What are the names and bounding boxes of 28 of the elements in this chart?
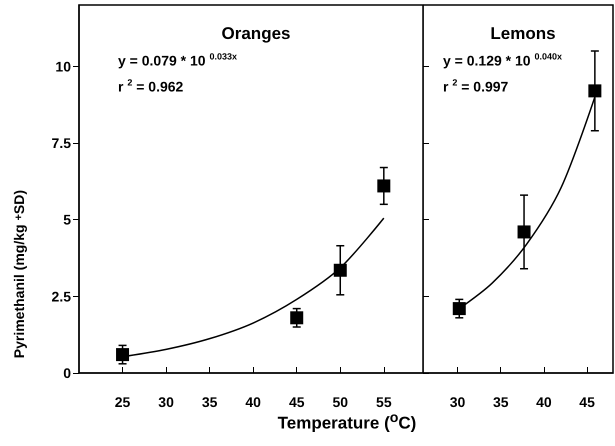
x-tick-label: 30 <box>450 394 466 410</box>
x-axis-title: Temperature ($^{o}$C) <box>276 410 418 434</box>
y-axis-title: Pyrimethanil (mg/kg +SD) <box>11 190 27 358</box>
annotation: r 2 = 0.962 <box>118 78 184 94</box>
x-tick-label: 50 <box>332 394 348 410</box>
x-tick-label: 25 <box>114 394 131 410</box>
x-tick-label: 45 <box>579 394 596 410</box>
annotation: y = 0.079 * 10 0.033x <box>118 52 237 68</box>
y-tick-label: 7.5 <box>52 135 72 151</box>
x-tick-label: 35 <box>202 394 218 410</box>
y-tick-label: 0 <box>63 365 72 381</box>
annotation: y = 0.129 * 10 0.040x <box>443 52 562 68</box>
point <box>290 311 304 324</box>
y-tick-label: 5 <box>63 212 72 228</box>
point <box>116 348 130 362</box>
annotation: r 2 = 0.997 <box>443 78 509 94</box>
y-tick-label: 10 <box>55 58 72 74</box>
x-tick-label: 30 <box>158 394 174 410</box>
text: Lemons <box>490 24 556 43</box>
x-tick-label: 55 <box>376 394 392 410</box>
x-tick-label: 45 <box>288 394 305 410</box>
x-tick-label: 40 <box>245 394 262 410</box>
text: Oranges <box>222 24 290 43</box>
point <box>334 264 347 277</box>
y-tick-label: 2.5 <box>52 288 72 304</box>
point <box>377 179 390 192</box>
x-tick-label: 40 <box>536 394 552 410</box>
x-tick-label: 35 <box>492 394 509 410</box>
